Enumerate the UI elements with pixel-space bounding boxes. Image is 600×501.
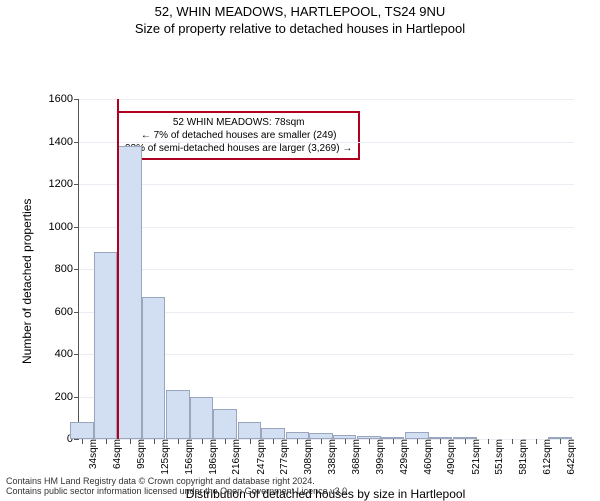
bar [142,297,166,439]
xtick-label: 521sqm [469,439,482,475]
ytick-label: 1400 [49,136,79,148]
xtick-mark [417,439,418,444]
annotation-line-2: ← 7% of detached houses are smaller (249… [125,129,352,142]
xtick-mark [345,439,346,444]
xtick-label: 460sqm [421,439,434,475]
xtick-mark [488,439,489,444]
annotation-box: 52 WHIN MEADOWS: 78sqm ← 7% of detached … [117,111,360,160]
bar [190,397,214,440]
xtick-mark [273,439,274,444]
xtick-mark [154,439,155,444]
xtick-mark [106,439,107,444]
gridline-h [79,142,574,143]
xtick-mark [297,439,298,444]
title-block: 52, WHIN MEADOWS, HARTLEPOOL, TS24 9NU S… [0,0,600,36]
bar [238,422,262,439]
gridline-h [79,184,574,185]
xtick-label: 64sqm [110,439,123,469]
title-line-1: 52, WHIN MEADOWS, HARTLEPOOL, TS24 9NU [0,4,600,19]
bar [286,432,310,439]
ytick-label: 200 [55,391,79,403]
xtick-label: 399sqm [373,439,386,475]
xtick-label: 581sqm [516,439,529,475]
xtick-mark [465,439,466,444]
y-axis-label: Number of detached properties [20,199,34,364]
xtick-label: 308sqm [301,439,314,475]
xtick-label: 429sqm [397,439,410,475]
gridline-h [79,227,574,228]
annotation-line-1: 52 WHIN MEADOWS: 78sqm [125,116,352,129]
gridline-h [79,269,574,270]
ytick-label: 1200 [49,178,79,190]
bar [213,409,237,439]
xtick-label: 490sqm [444,439,457,475]
xtick-label: 277sqm [277,439,290,475]
xtick-label: 338sqm [325,439,338,475]
xtick-label: 642sqm [564,439,577,475]
ytick-label: 600 [55,306,79,318]
xtick-label: 186sqm [206,439,219,475]
chart-container: 52, WHIN MEADOWS, HARTLEPOOL, TS24 9NU S… [0,0,600,500]
gridline-h [79,99,574,100]
xtick-mark [130,439,131,444]
xtick-label: 551sqm [492,439,505,475]
footer-attribution: Contains HM Land Registry data © Crown c… [6,476,350,496]
plot-region: 52 WHIN MEADOWS: 78sqm ← 7% of detached … [78,99,574,440]
ytick-label: 800 [55,263,79,275]
footer-line-2: Contains public sector information licen… [6,486,350,496]
xtick-mark [250,439,251,444]
ytick-label: 400 [55,348,79,360]
xtick-mark [225,439,226,444]
subject-marker-line [117,99,119,439]
xtick-mark [202,439,203,444]
xtick-mark [82,439,83,444]
xtick-label: 34sqm [86,439,99,469]
bar [405,432,429,439]
xtick-mark [178,439,179,444]
xtick-mark [393,439,394,444]
xtick-label: 247sqm [254,439,267,475]
xtick-label: 95sqm [134,439,147,469]
ytick-label: 1000 [49,221,79,233]
xtick-label: 156sqm [182,439,195,475]
bar [261,428,285,439]
xtick-mark [321,439,322,444]
bar [166,390,190,439]
xtick-label: 612sqm [540,439,553,475]
xtick-mark [369,439,370,444]
xtick-mark [560,439,561,444]
annotation-line-3: 93% of semi-detached houses are larger (… [125,142,352,155]
bar [70,422,94,439]
footer-line-1: Contains HM Land Registry data © Crown c… [6,476,350,486]
xtick-label: 216sqm [229,439,242,475]
bar [118,146,142,439]
bar [94,252,118,439]
xtick-mark [536,439,537,444]
xtick-mark [512,439,513,444]
xtick-mark [440,439,441,444]
xtick-label: 125sqm [158,439,171,475]
ytick-label: 1600 [49,93,79,105]
xtick-label: 368sqm [349,439,362,475]
chart-area: 52 WHIN MEADOWS: 78sqm ← 7% of detached … [78,99,574,440]
title-line-2: Size of property relative to detached ho… [0,21,600,36]
